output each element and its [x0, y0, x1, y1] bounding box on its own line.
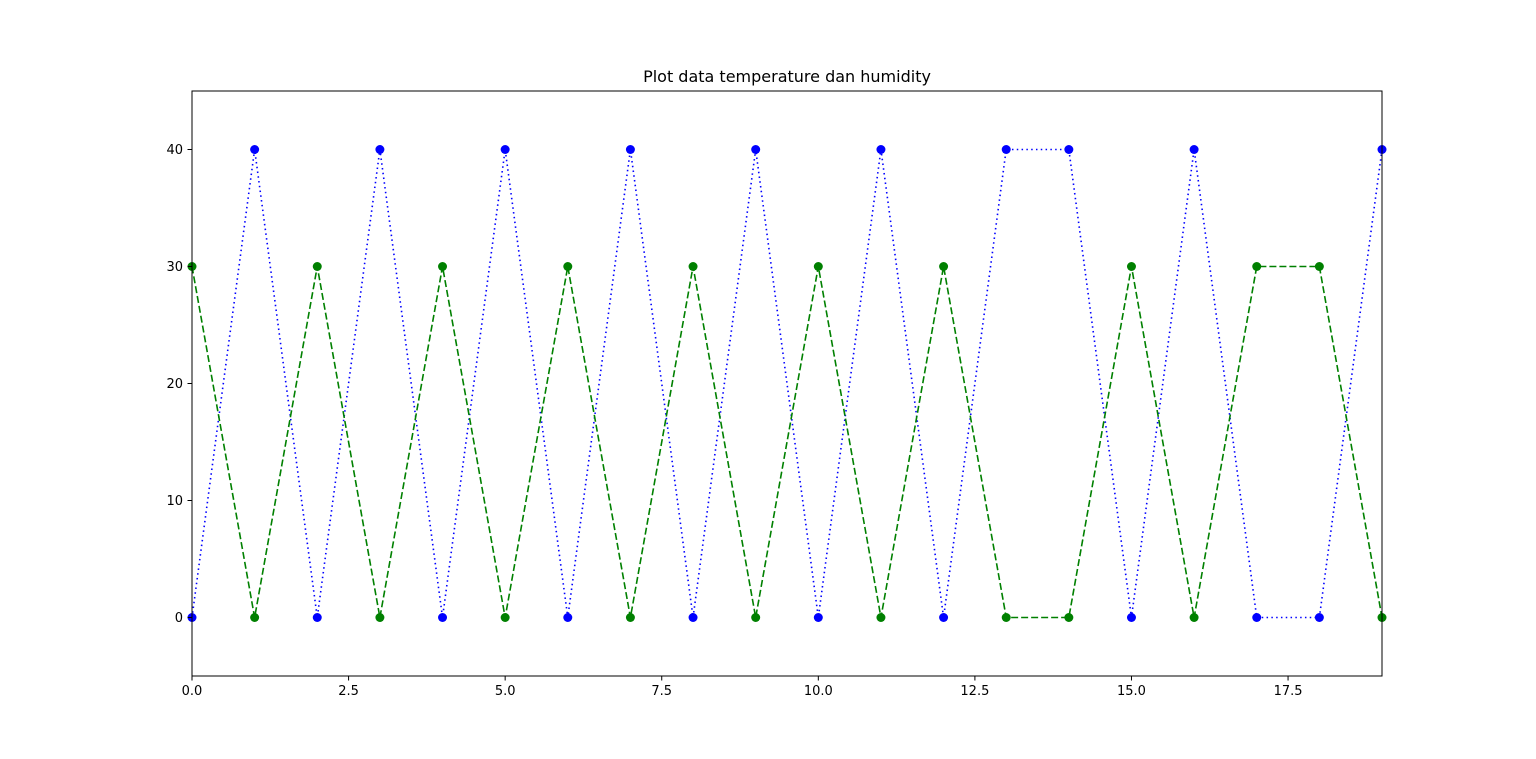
series-1-point	[939, 613, 949, 622]
series-1-point	[1314, 613, 1324, 622]
y-tick-label: 10	[166, 494, 183, 509]
series-1-point	[625, 145, 635, 154]
series-2-point	[751, 613, 761, 622]
series-2-point	[563, 262, 573, 271]
x-tick-label: 0.0	[182, 684, 203, 699]
series-line-1	[192, 148, 1382, 619]
series-2-point	[375, 613, 385, 622]
series-1-point	[1064, 145, 1074, 154]
series-1-point	[1001, 145, 1011, 154]
x-tick-label: 12.5	[960, 684, 989, 699]
series-1-point	[312, 613, 322, 622]
series-layer	[192, 148, 1382, 619]
series-2-point	[250, 613, 260, 622]
series-2-point	[813, 262, 823, 271]
series-2-point	[438, 262, 448, 271]
x-tick-label: 5.0	[495, 684, 516, 699]
x-tick-label: 17.5	[1274, 684, 1303, 699]
x-tick-label: 15.0	[1117, 684, 1146, 699]
series-1-point	[1126, 613, 1136, 622]
series-2-point	[1126, 262, 1136, 271]
series-1-point	[688, 613, 698, 622]
x-tick-label: 7.5	[651, 684, 672, 699]
x-axis: 0.0 2.5 5.0 7.5 10.0 12.5 15.0 17.5	[182, 676, 1303, 699]
series-2-point	[688, 262, 698, 271]
y-axis: 0 10 20 30 40	[166, 143, 192, 626]
marker-layer	[187, 145, 1387, 622]
y-tick-label: 0	[175, 611, 183, 626]
y-tick-label: 20	[166, 377, 183, 392]
series-2-point	[1064, 613, 1074, 622]
series-line-2	[192, 265, 1382, 619]
series-1-point	[250, 145, 260, 154]
series-2-point	[500, 613, 510, 622]
series-1-point	[1189, 145, 1199, 154]
series-1-point	[813, 613, 823, 622]
series-1-point	[1252, 613, 1262, 622]
series-1-point	[375, 145, 385, 154]
series-2-point	[625, 613, 635, 622]
series-2-point	[939, 262, 949, 271]
series-1-point	[751, 145, 761, 154]
x-tick-label: 10.0	[804, 684, 833, 699]
series-1-point	[500, 145, 510, 154]
series-2-point	[1189, 613, 1199, 622]
chart-title: Plot data temperature dan humidity	[643, 67, 931, 86]
x-tick-label: 2.5	[338, 684, 359, 699]
series-1-point	[438, 613, 448, 622]
series-2-point	[1252, 262, 1262, 271]
series-2-point	[876, 613, 886, 622]
series-1-point	[563, 613, 573, 622]
series-2-point	[1001, 613, 1011, 622]
y-tick-label: 30	[166, 260, 183, 275]
series-1-point	[876, 145, 886, 154]
y-tick-label: 40	[166, 143, 183, 158]
series-2-point	[1314, 262, 1324, 271]
series-2-point	[312, 262, 322, 271]
